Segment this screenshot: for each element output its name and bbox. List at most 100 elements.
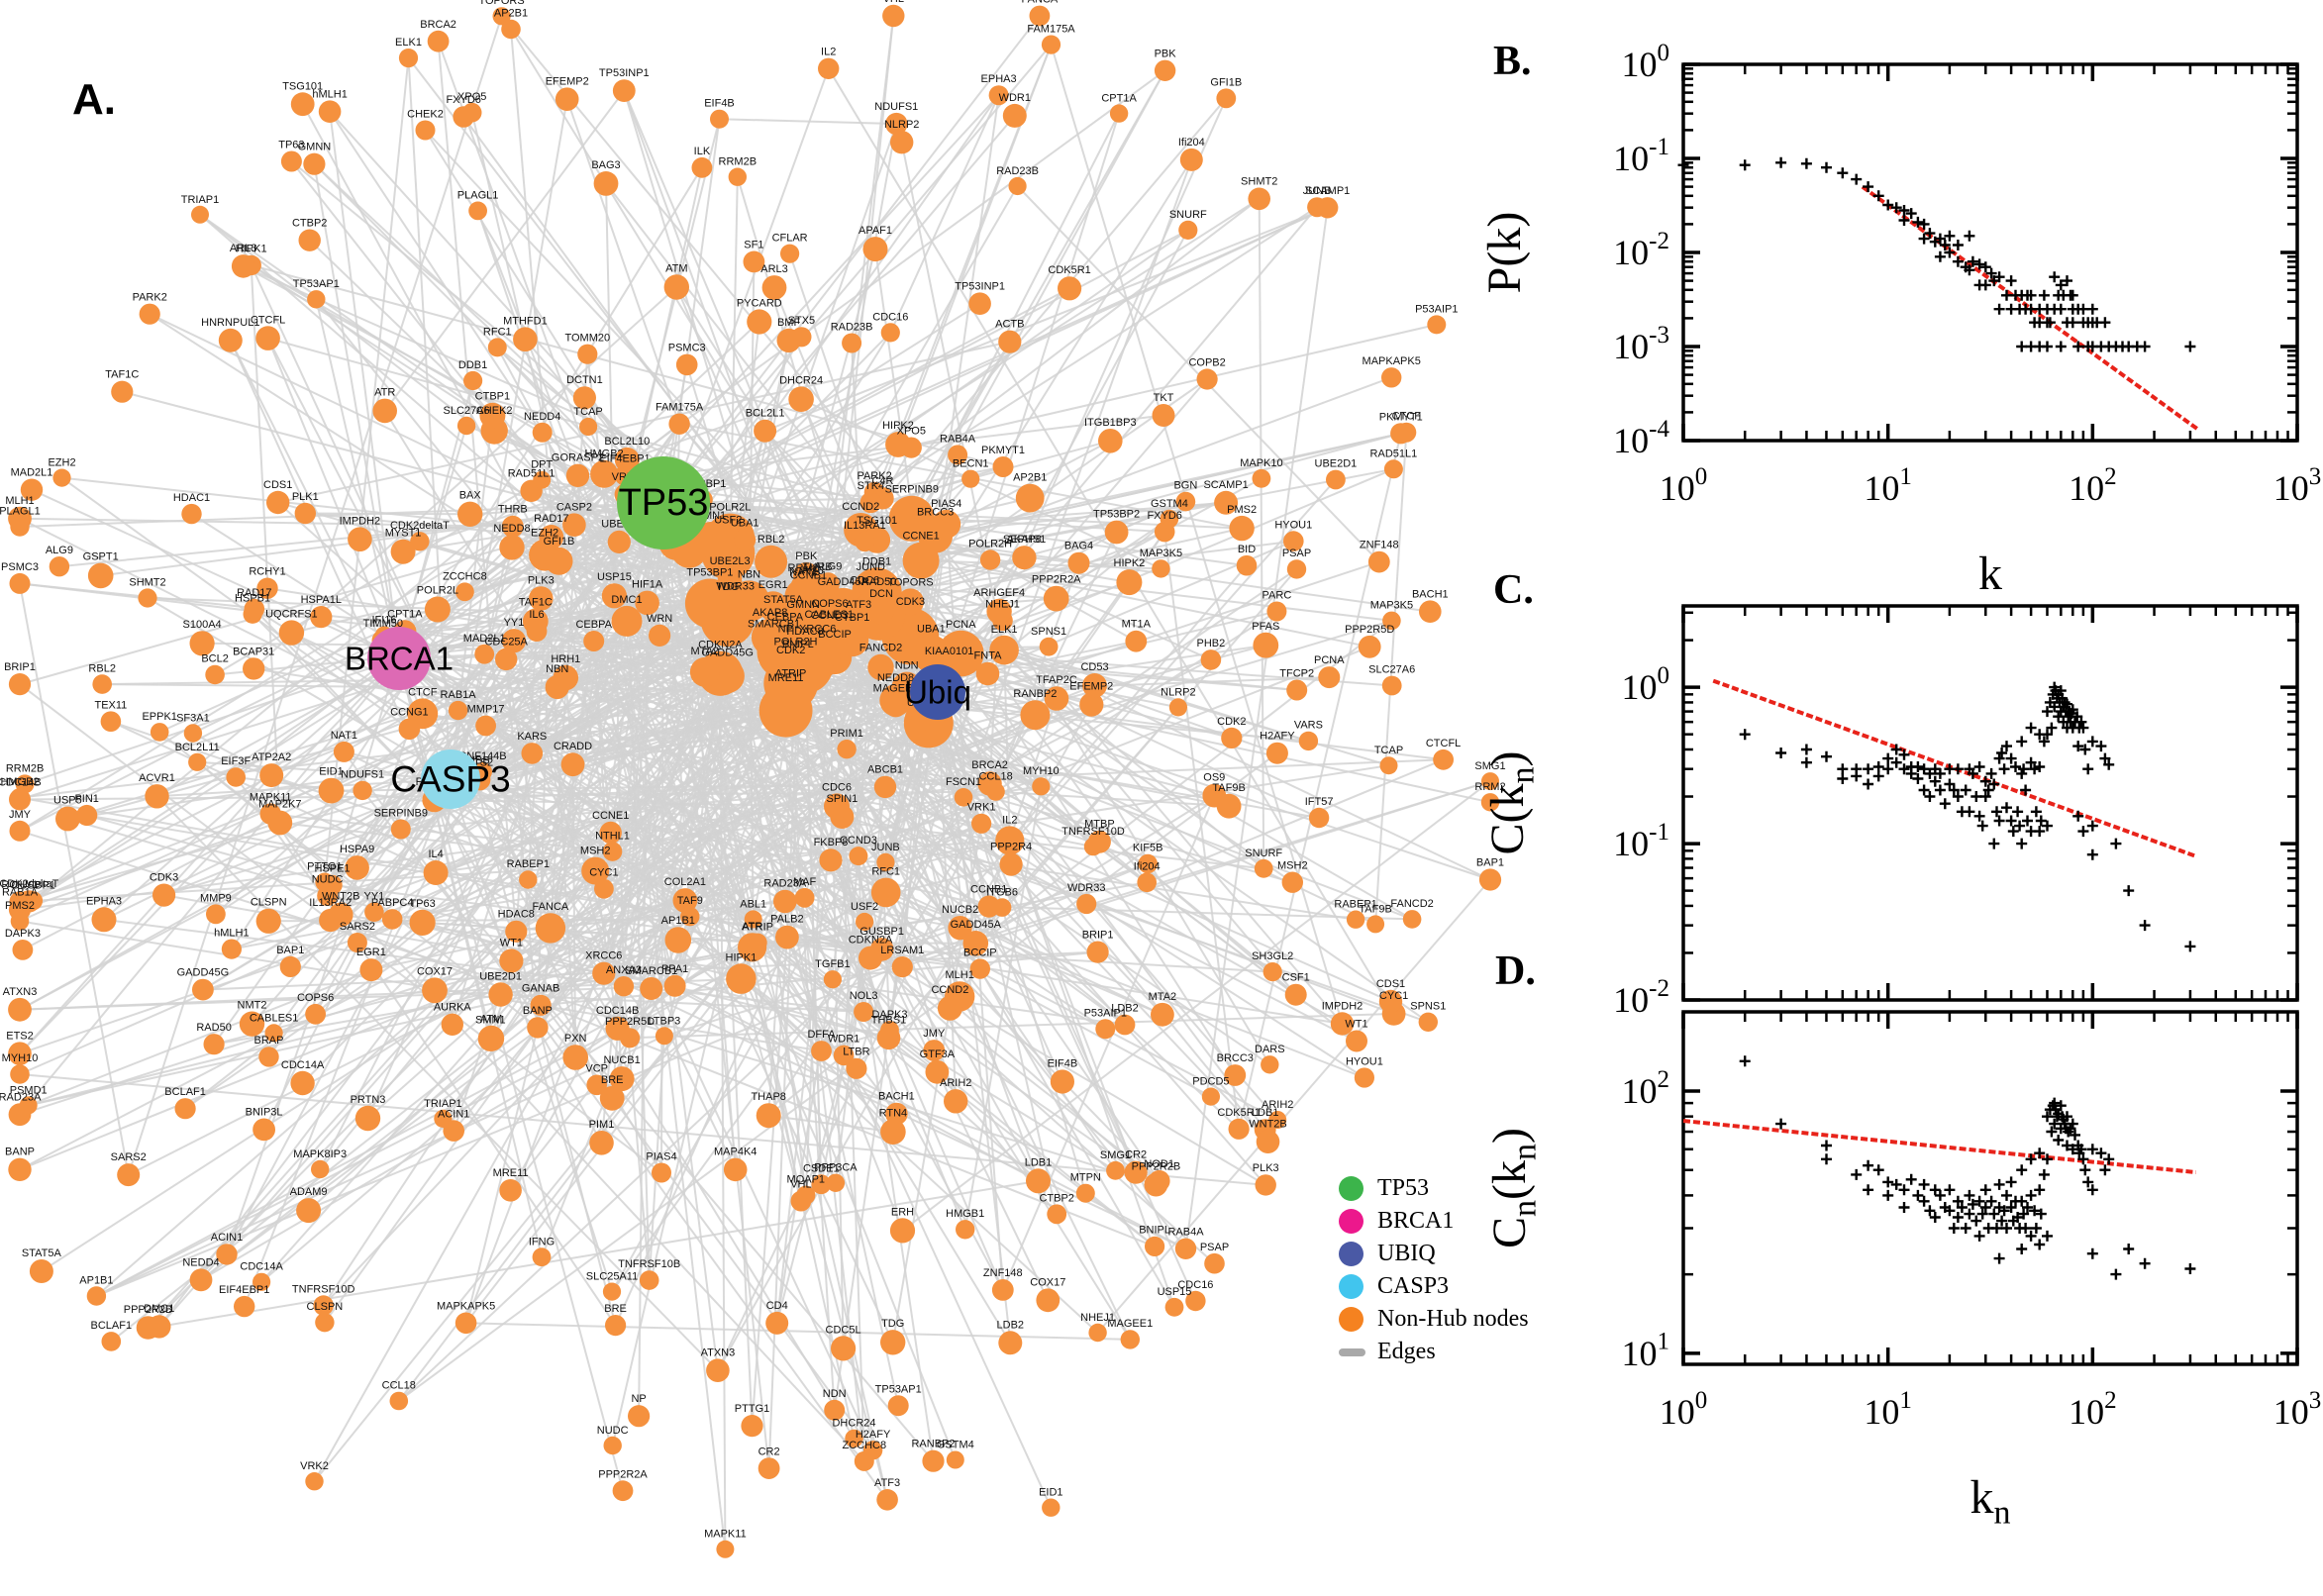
gene-label: CD4 xyxy=(766,1300,788,1312)
gene-label: CCNB1 xyxy=(970,884,1007,896)
y-tick-label: 10-1 xyxy=(1613,134,1669,178)
gene-label: PFAS xyxy=(1252,621,1279,633)
hub-node-brca1 xyxy=(367,627,431,690)
network-node xyxy=(1050,1069,1074,1094)
gene-label: TNFRSF10D xyxy=(1061,826,1125,838)
gene-label: IFI16 xyxy=(799,565,824,577)
gene-label: IL13RA2 xyxy=(309,897,352,909)
network-node xyxy=(1402,910,1422,929)
gene-label: CLSPN xyxy=(251,897,287,909)
gene-label: PKMYT1 xyxy=(1379,411,1423,423)
gene-label: TP63 xyxy=(409,898,435,910)
network-node xyxy=(652,1162,671,1183)
network-node xyxy=(589,1131,614,1155)
gene-label: ZCCHC8 xyxy=(443,570,487,582)
gene-label: AKAP8 xyxy=(1006,534,1041,546)
gene-label: GUSBP1 xyxy=(11,879,55,891)
gene-label: LDB2 xyxy=(997,1319,1025,1331)
gene-label: BCL2 xyxy=(201,653,229,665)
gene-label: ELK1 xyxy=(395,37,422,49)
gene-label: EPHA3 xyxy=(86,895,122,907)
gene-label: CDK2 xyxy=(776,645,805,656)
network-node xyxy=(706,1358,730,1382)
network-node xyxy=(900,437,922,458)
gene-label: TRIAP1 xyxy=(181,194,220,206)
gene-label: MAPKAPK5 xyxy=(1363,355,1421,367)
gene-label: SCAMP1 xyxy=(1305,185,1350,197)
network-node xyxy=(826,1173,846,1193)
gene-label: ARHGEF4 xyxy=(973,587,1025,599)
hub-label-tp53: TP53 xyxy=(619,482,709,524)
gene-label: NHEJ1 xyxy=(985,599,1020,611)
legend-item-non-hub-nodes: Non-Hub nodes xyxy=(1339,1303,1529,1336)
network-node xyxy=(1366,915,1385,934)
network-node xyxy=(1098,429,1123,453)
gene-label: HDAC8 xyxy=(786,626,823,638)
network-node xyxy=(1020,700,1051,731)
gene-label: CCNB1 xyxy=(790,569,827,581)
network-node xyxy=(1178,220,1198,240)
gene-label: EIF3F xyxy=(221,755,251,767)
gene-label: HMGB2 xyxy=(0,776,39,788)
network-node xyxy=(811,1041,832,1061)
network-node xyxy=(313,1295,334,1316)
gene-label: VRK2 xyxy=(300,1460,329,1472)
network-node xyxy=(1088,1323,1107,1343)
gene-label: IFT57 xyxy=(1305,796,1334,808)
gene-label: TDG xyxy=(716,581,739,593)
gene-label: IL4 xyxy=(428,848,443,860)
network-node xyxy=(1160,509,1179,529)
gene-label: ACIN1 xyxy=(211,1232,243,1244)
gene-label: TP53BP1 xyxy=(686,567,733,579)
network-node xyxy=(816,572,840,596)
network-node xyxy=(390,819,411,840)
network-node xyxy=(986,598,1012,625)
network-node xyxy=(1152,559,1170,578)
gene-label: PSMD1 xyxy=(10,1084,48,1096)
network-node xyxy=(555,87,579,111)
gene-label: CSDE1 xyxy=(803,1162,840,1174)
network-node xyxy=(259,763,284,788)
network-node xyxy=(545,674,569,700)
network-node xyxy=(1079,692,1104,717)
gene-label: TDG xyxy=(881,1318,904,1330)
network-node xyxy=(1047,1204,1067,1225)
gene-label: ZNF148 xyxy=(983,1267,1023,1279)
network-node xyxy=(319,908,343,933)
gene-label: ACTB xyxy=(995,319,1024,331)
gene-label: SH3GL2 xyxy=(1252,950,1293,962)
gene-label: SNURF xyxy=(1245,848,1282,859)
gene-label: BCLAF1 xyxy=(91,1320,133,1332)
network-node xyxy=(1284,983,1307,1006)
gene-label: KARS xyxy=(517,731,547,743)
network-node xyxy=(1248,187,1270,211)
network-node xyxy=(1008,176,1027,196)
network-node xyxy=(1204,1252,1225,1274)
gene-label: CFLAR xyxy=(772,233,808,245)
gene-label: HMGB2 xyxy=(585,449,624,460)
gene-label: NOD1 xyxy=(1144,1158,1174,1170)
gene-label: JMY xyxy=(9,809,32,821)
network-node xyxy=(8,997,32,1022)
gene-label: CTBP1 xyxy=(835,612,869,624)
gene-label: PKMYT1 xyxy=(981,445,1025,456)
gene-label: TCAP xyxy=(573,406,602,418)
network-node xyxy=(9,820,31,842)
network-node xyxy=(586,1074,607,1096)
network-node xyxy=(1358,635,1381,658)
gene-label: DCTN1 xyxy=(566,374,603,386)
gene-label: BGN xyxy=(1173,480,1197,492)
gene-label: EFEMP2 xyxy=(546,75,589,87)
network-node xyxy=(811,1174,832,1195)
network-node xyxy=(526,621,548,642)
network-node xyxy=(1148,1169,1170,1192)
network-node xyxy=(1095,1019,1116,1040)
network-node xyxy=(979,549,1001,570)
gene-label: CD53 xyxy=(1080,661,1108,673)
network-node xyxy=(181,503,202,525)
network-node xyxy=(1200,649,1222,670)
network-node xyxy=(76,804,98,827)
gene-label: RAB1A xyxy=(2,887,39,899)
network-node xyxy=(1261,1055,1279,1074)
